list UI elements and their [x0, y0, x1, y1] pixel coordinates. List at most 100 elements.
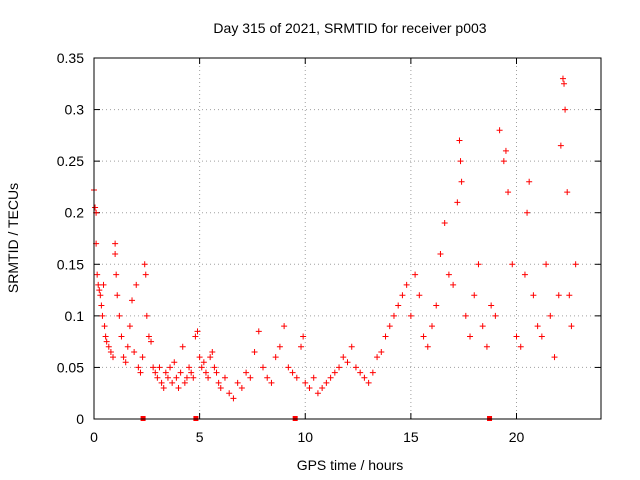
data-point	[255, 328, 262, 335]
data-point	[200, 359, 207, 366]
data-point	[555, 292, 562, 299]
x-tick-label: 20	[509, 429, 525, 445]
data-point	[186, 364, 193, 371]
data-point	[530, 292, 537, 299]
data-point	[196, 354, 203, 361]
data-point	[177, 369, 184, 376]
data-point	[215, 379, 222, 386]
data-point	[94, 271, 101, 278]
data-point	[230, 395, 237, 402]
data-point	[190, 374, 197, 381]
data-point	[154, 374, 161, 381]
data-point	[103, 338, 110, 345]
data-point	[162, 369, 169, 376]
data-point	[538, 333, 545, 340]
data-point	[113, 271, 120, 278]
data-point	[135, 364, 142, 371]
data-point	[285, 364, 292, 371]
data-point	[281, 323, 288, 330]
data-point	[407, 312, 414, 319]
x-axis-ticks: 0 5 10 15 20	[90, 58, 524, 445]
data-point	[217, 385, 224, 392]
data-point	[99, 312, 106, 319]
data-point	[348, 343, 355, 350]
data-point	[378, 348, 385, 355]
data-point	[505, 189, 512, 196]
data-point	[357, 369, 364, 376]
data-point	[234, 379, 241, 386]
data-point	[395, 302, 402, 309]
data-point	[475, 261, 482, 268]
data-point	[192, 333, 199, 340]
data-point	[183, 374, 190, 381]
data-point	[264, 374, 271, 381]
data-point	[114, 292, 121, 299]
data-point	[564, 189, 571, 196]
data-point	[327, 374, 334, 381]
x-tick-label: 0	[90, 429, 98, 445]
data-point	[467, 333, 474, 340]
data-point	[102, 333, 109, 340]
data-point	[306, 385, 313, 392]
data-point	[101, 323, 108, 330]
data-point	[403, 281, 410, 288]
data-point	[547, 312, 554, 319]
data-point	[352, 364, 359, 371]
data-point	[386, 323, 393, 330]
data-point	[457, 158, 464, 165]
data-point	[429, 323, 435, 330]
data-point	[251, 348, 258, 355]
data-point	[209, 348, 216, 355]
data-point	[336, 364, 343, 371]
data-point	[112, 240, 119, 247]
data-point	[202, 369, 209, 376]
data-point	[551, 354, 558, 361]
data-point	[97, 292, 104, 299]
data-point	[120, 354, 127, 361]
x-axis-label: GPS time / hours	[297, 457, 404, 473]
data-point	[568, 323, 575, 330]
data-point	[188, 369, 195, 376]
data-point	[521, 271, 528, 278]
data-point	[247, 374, 254, 381]
y-tick-label: 0.3	[65, 102, 85, 118]
data-point	[268, 379, 275, 386]
data-point	[145, 333, 152, 340]
data-point	[479, 323, 486, 330]
data-point	[158, 379, 165, 386]
data-point	[173, 374, 180, 381]
data-point	[213, 369, 220, 376]
data-point	[450, 281, 457, 288]
data-point	[361, 374, 368, 381]
data-point	[105, 343, 112, 350]
data-point	[416, 292, 423, 299]
data-point	[496, 127, 503, 134]
data-point	[300, 333, 307, 340]
data-point	[205, 374, 212, 381]
data-point	[289, 369, 296, 376]
data-point	[118, 333, 125, 340]
data-point	[167, 364, 174, 371]
data-point	[445, 271, 452, 278]
data-point	[471, 292, 478, 299]
data-point	[226, 390, 233, 397]
data-point	[572, 261, 579, 268]
data-point	[293, 374, 300, 381]
data-point	[276, 343, 283, 350]
data-point	[96, 287, 103, 294]
data-point	[382, 333, 389, 340]
data-point	[160, 385, 167, 392]
data-point	[116, 312, 123, 319]
data-point	[462, 312, 469, 319]
data-point	[124, 343, 131, 350]
plot-border	[93, 57, 602, 420]
data-point	[260, 364, 266, 371]
data-point	[543, 261, 550, 268]
data-point	[133, 281, 140, 288]
data-point	[492, 312, 499, 319]
data-point	[310, 374, 317, 381]
data-point	[559, 75, 566, 82]
data-point	[314, 390, 321, 397]
y-tick-label: 0.1	[65, 308, 85, 324]
